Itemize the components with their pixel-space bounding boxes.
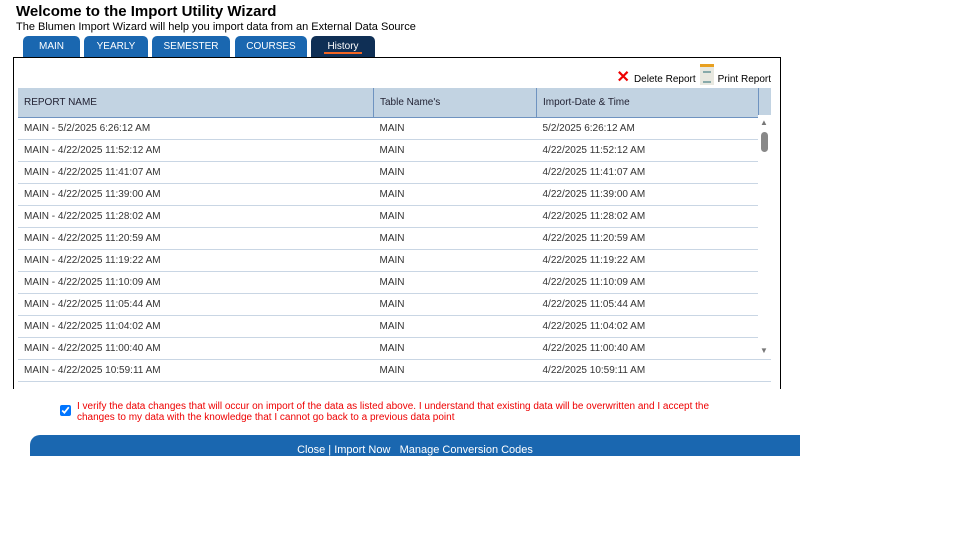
table-name-cell: MAIN — [373, 315, 537, 338]
report-actions: ✕ Delete Report Print Report — [616, 64, 771, 86]
report-name-cell: MAIN - 4/22/2025 11:10:09 AM — [18, 271, 374, 294]
scroll-down-icon[interactable]: ▼ — [760, 346, 768, 355]
report-name-cell: MAIN - 4/22/2025 11:39:00 AM — [18, 183, 374, 206]
separator: | — [328, 444, 332, 456]
table-row[interactable]: MAIN - 4/22/2025 11:28:02 AM MAIN 4/22/202… — [18, 205, 771, 228]
report-name-cell: MAIN - 4/22/2025 11:20:59 AM — [18, 227, 374, 250]
import-date-cell: 4/22/2025 11:52:12 AM — [536, 139, 771, 162]
history-table: REPORT NAME Table Name's Import-Date & T… — [18, 88, 771, 382]
import-date-cell: 4/22/2025 11:05:44 AM — [536, 293, 771, 316]
tab-label: History — [324, 41, 362, 54]
verify-section: I verify the data changes that will occu… — [60, 401, 740, 423]
page-title: Welcome to the Import Utility Wizard — [16, 3, 277, 20]
table-name-cell: MAIN — [373, 161, 537, 184]
table-row[interactable]: MAIN - 5/2/2025 6:26:12 AM MAIN 5/2/2025 6… — [18, 117, 771, 140]
column-header-import-date[interactable]: Import-Date & Time — [536, 88, 771, 118]
table-row[interactable]: MAIN - 4/22/2025 11:10:09 AM MAIN 4/22/202… — [18, 271, 771, 294]
scrollbar-thumb[interactable] — [761, 132, 768, 152]
report-name-cell: MAIN - 5/2/2025 6:26:12 AM — [18, 117, 374, 140]
table-name-cell: MAIN — [373, 359, 537, 382]
table-name-cell: MAIN — [373, 271, 537, 294]
import-date-cell: 4/22/2025 11:04:02 AM — [536, 315, 771, 338]
report-name-cell: MAIN - 4/22/2025 11:19:22 AM — [18, 249, 374, 272]
import-date-cell: 4/22/2025 11:19:22 AM — [536, 249, 771, 272]
tab-courses[interactable]: COURSES — [235, 36, 307, 57]
scrollbar-header — [758, 88, 771, 115]
report-name-cell: MAIN - 4/22/2025 11:41:07 AM — [18, 161, 374, 184]
table-name-cell: MAIN — [373, 293, 537, 316]
import-date-cell: 4/22/2025 11:00:40 AM — [536, 337, 771, 360]
table-row[interactable]: MAIN - 4/22/2025 11:00:40 AM MAIN 4/22/202… — [18, 337, 771, 360]
table-row[interactable]: MAIN - 4/22/2025 10:59:11 AM MAIN 4/22/202… — [18, 359, 771, 382]
report-name-cell: MAIN - 4/22/2025 11:05:44 AM — [18, 293, 374, 316]
table-name-cell: MAIN — [373, 117, 537, 140]
report-name-cell: MAIN - 4/22/2025 11:00:40 AM — [18, 337, 374, 360]
table-name-cell: MAIN — [373, 139, 537, 162]
table-scrollbar[interactable]: ▲ ▼ — [758, 88, 771, 359]
tab-main[interactable]: MAIN — [23, 36, 80, 57]
manage-conversion-codes-button[interactable]: Manage Conversion Codes — [399, 444, 533, 456]
import-date-cell: 4/22/2025 11:10:09 AM — [536, 271, 771, 294]
page-subtitle: The Blumen Import Wizard will help you i… — [16, 21, 416, 33]
close-button[interactable]: Close — [297, 444, 326, 456]
print-icon[interactable] — [699, 64, 714, 85]
table-row[interactable]: MAIN - 4/22/2025 11:05:44 AM MAIN 4/22/202… — [18, 293, 771, 316]
column-header-report-name[interactable]: REPORT NAME — [18, 88, 374, 118]
tab-semester[interactable]: SEMESTER — [152, 36, 230, 57]
table-row[interactable]: MAIN - 4/22/2025 11:19:22 AM MAIN 4/22/202… — [18, 249, 771, 272]
table-row[interactable]: MAIN - 4/22/2025 11:04:02 AM MAIN 4/22/202… — [18, 315, 771, 338]
table-name-cell: MAIN — [373, 337, 537, 360]
report-name-cell: MAIN - 4/22/2025 11:28:02 AM — [18, 205, 374, 228]
table-name-cell: MAIN — [373, 183, 537, 206]
tab-label: YEARLY — [96, 41, 136, 52]
delete-icon[interactable]: ✕ — [616, 69, 630, 86]
report-name-cell: MAIN - 4/22/2025 11:52:12 AM — [18, 139, 374, 162]
report-name-cell: MAIN - 4/22/2025 10:59:11 AM — [18, 359, 374, 382]
print-report-link[interactable]: Print Report — [717, 74, 771, 85]
import-date-cell: 4/22/2025 11:41:07 AM — [536, 161, 771, 184]
tab-history[interactable]: History — [311, 36, 375, 57]
report-name-cell: MAIN - 4/22/2025 11:04:02 AM — [18, 315, 374, 338]
history-panel: ✕ Delete Report Print Report REPORT NAME… — [13, 57, 781, 389]
import-now-button[interactable]: Import Now — [334, 444, 391, 456]
import-date-cell: 4/22/2025 11:20:59 AM — [536, 227, 771, 250]
delete-report-link[interactable]: Delete Report — [633, 74, 696, 85]
table-row[interactable]: MAIN - 4/22/2025 11:52:12 AM MAIN 4/22/202… — [18, 139, 771, 162]
column-header-table-name[interactable]: Table Name's — [373, 88, 537, 118]
table-name-cell: MAIN — [373, 205, 537, 228]
table-row[interactable]: MAIN - 4/22/2025 11:20:59 AM MAIN 4/22/202… — [18, 227, 771, 250]
import-date-cell: 4/22/2025 10:59:11 AM — [536, 359, 771, 382]
tab-label: COURSES — [246, 41, 296, 52]
import-date-cell: 5/2/2025 6:26:12 AM — [536, 117, 771, 140]
tab-yearly[interactable]: YEARLY — [84, 36, 148, 57]
table-name-cell: MAIN — [373, 249, 537, 272]
tab-label: SEMESTER — [163, 41, 219, 52]
tab-label: MAIN — [39, 41, 64, 52]
import-date-cell: 4/22/2025 11:39:00 AM — [536, 183, 771, 206]
table-row[interactable]: MAIN - 4/22/2025 11:41:07 AM MAIN 4/22/202… — [18, 161, 771, 184]
footer-bar: Close | Import Now Manage Conversion Cod… — [30, 435, 800, 456]
table-row[interactable]: MAIN - 4/22/2025 11:39:00 AM MAIN 4/22/202… — [18, 183, 771, 206]
table-name-cell: MAIN — [373, 227, 537, 250]
import-date-cell: 4/22/2025 11:28:02 AM — [536, 205, 771, 228]
verify-text: I verify the data changes that will occu… — [77, 401, 710, 423]
verify-checkbox[interactable] — [60, 405, 71, 416]
scroll-up-icon[interactable]: ▲ — [760, 118, 768, 127]
